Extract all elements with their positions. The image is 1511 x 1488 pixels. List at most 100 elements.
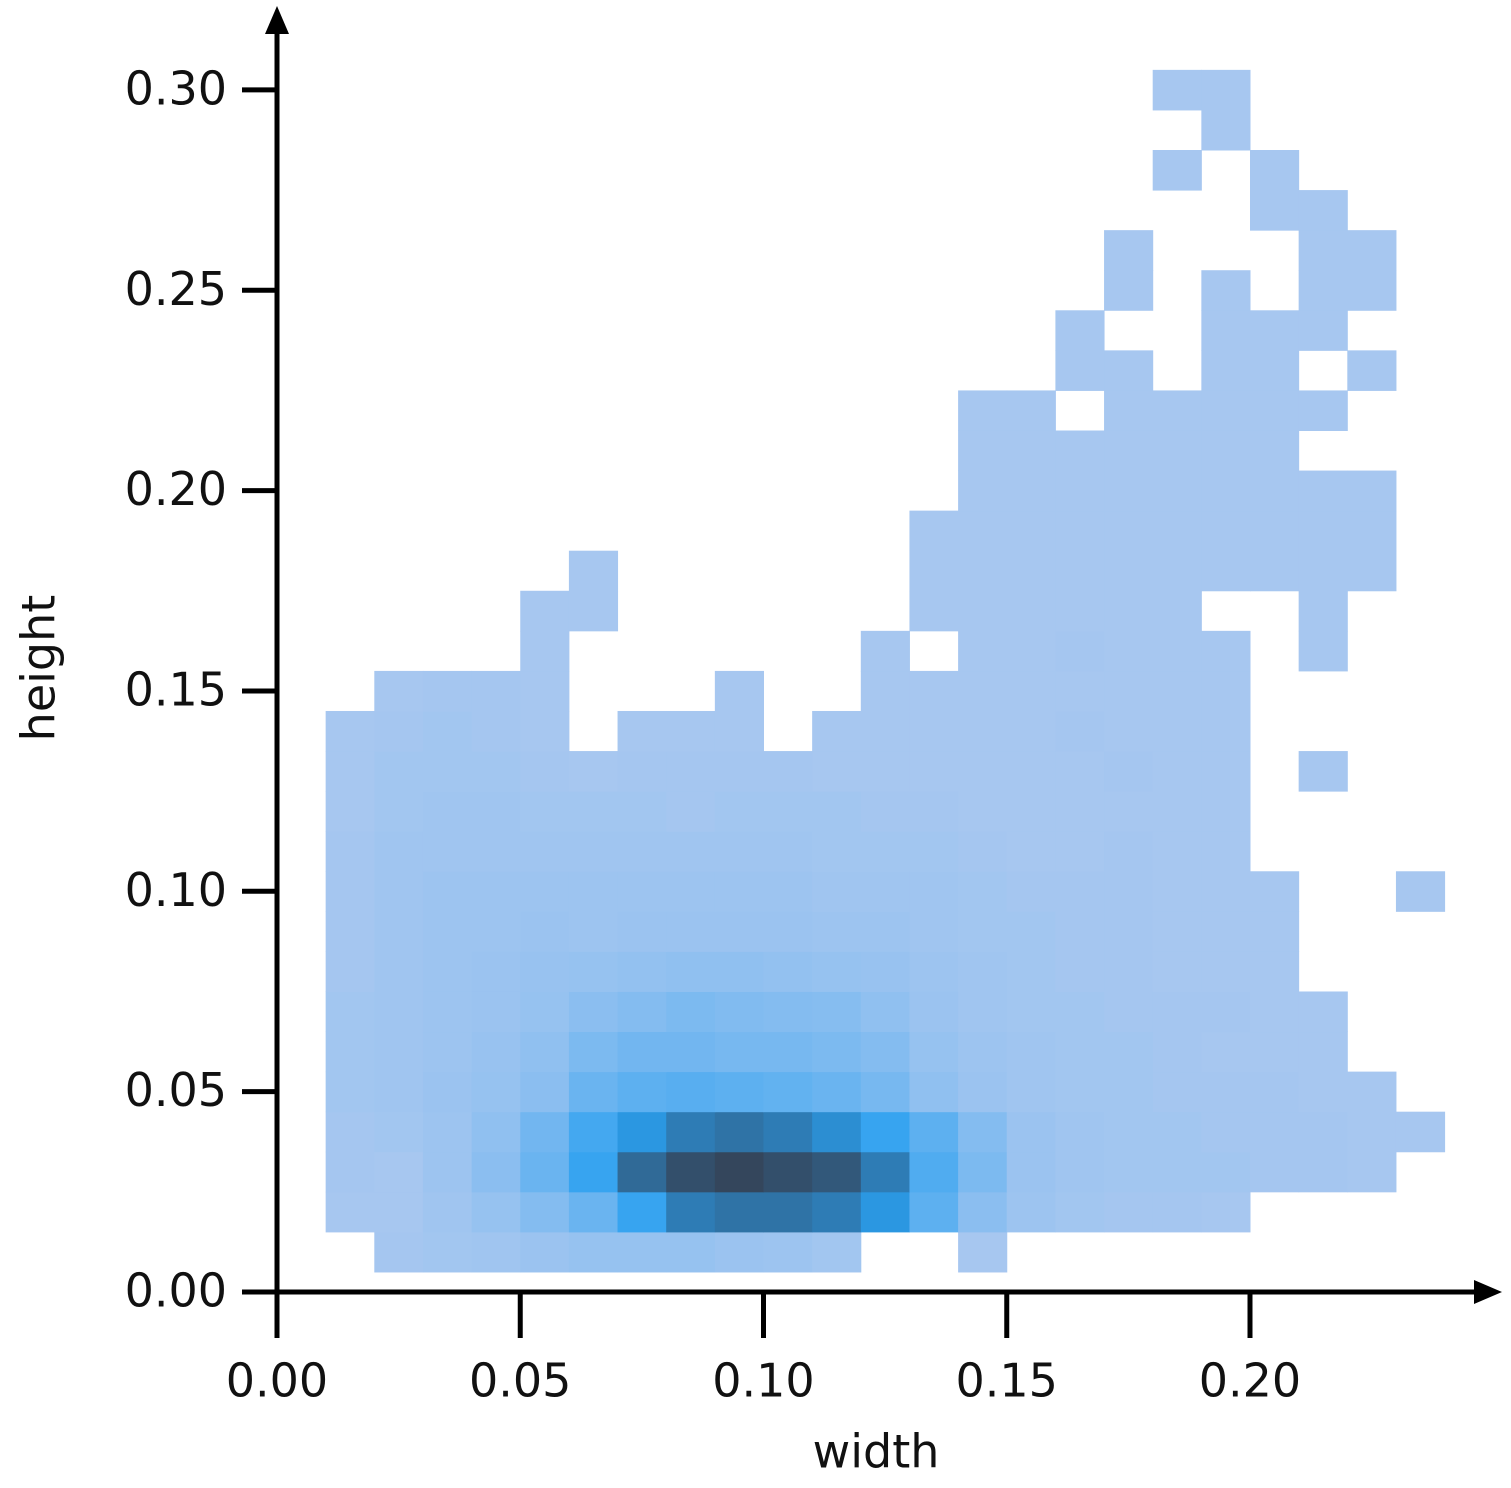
cell xyxy=(1104,991,1154,1033)
cell xyxy=(909,670,959,712)
cell xyxy=(520,511,569,552)
cell xyxy=(1104,390,1154,431)
cell xyxy=(520,791,570,832)
cell xyxy=(325,791,375,832)
cell xyxy=(1298,1031,1348,1073)
cell xyxy=(325,1071,375,1113)
cell xyxy=(1201,1071,1251,1113)
y-tick-label: 0.30 xyxy=(125,61,227,115)
cell xyxy=(861,310,910,351)
cell xyxy=(666,791,716,832)
cell xyxy=(909,70,958,111)
cell xyxy=(1152,911,1202,952)
cell xyxy=(1298,390,1348,431)
cell xyxy=(763,1071,813,1113)
cell xyxy=(569,430,618,471)
cell xyxy=(1055,670,1105,712)
cell xyxy=(1152,430,1202,472)
cell xyxy=(715,551,764,592)
x-tick-label: 0.10 xyxy=(712,1354,814,1408)
cell xyxy=(617,1231,667,1273)
cell xyxy=(1396,911,1445,952)
cell xyxy=(1250,390,1300,431)
cell xyxy=(471,911,521,952)
cell xyxy=(861,110,910,151)
cell xyxy=(569,471,618,512)
cell xyxy=(374,270,423,311)
cell xyxy=(1153,1232,1202,1273)
cell xyxy=(1299,110,1348,151)
cell xyxy=(861,230,910,271)
cell xyxy=(666,471,715,512)
cell xyxy=(1104,230,1154,271)
cell xyxy=(1055,190,1104,231)
cell xyxy=(1006,1071,1056,1113)
cell xyxy=(423,430,472,471)
cell xyxy=(1299,951,1348,992)
cell xyxy=(714,911,764,952)
cell xyxy=(812,430,861,471)
cell xyxy=(325,911,375,952)
cell xyxy=(1152,390,1202,431)
cell xyxy=(666,551,715,592)
cell xyxy=(1007,270,1056,311)
cell xyxy=(1104,951,1154,992)
cell xyxy=(666,70,715,111)
cell xyxy=(520,590,570,632)
cell xyxy=(1250,430,1300,472)
cell xyxy=(422,751,473,792)
cell xyxy=(520,190,569,231)
cell xyxy=(861,1232,910,1273)
cell xyxy=(1201,270,1251,311)
cell xyxy=(909,710,959,752)
cell xyxy=(1250,230,1299,271)
cell xyxy=(374,791,424,832)
cell xyxy=(1396,390,1445,431)
cell xyxy=(1152,831,1202,872)
cell xyxy=(1055,1232,1104,1273)
cell xyxy=(1007,1232,1056,1273)
cell xyxy=(326,70,375,111)
cell xyxy=(472,230,521,271)
cell xyxy=(1152,951,1202,992)
cell xyxy=(958,791,1008,832)
cell xyxy=(617,911,667,952)
cell xyxy=(520,911,570,952)
cell xyxy=(1347,991,1396,1032)
cell xyxy=(1250,510,1300,552)
cell xyxy=(1006,991,1056,1033)
cell xyxy=(715,230,764,271)
cell xyxy=(1201,310,1251,351)
cell xyxy=(1201,109,1251,151)
cell xyxy=(374,911,424,952)
cell xyxy=(1055,270,1104,311)
cell xyxy=(1055,791,1105,832)
cell xyxy=(958,1231,1008,1273)
cell xyxy=(1104,150,1153,191)
cell xyxy=(764,230,813,271)
cell xyxy=(1104,1191,1154,1233)
cell xyxy=(374,991,424,1033)
cell xyxy=(1347,671,1396,712)
x-axis-arrow xyxy=(1474,1280,1502,1304)
y-tick-label: 0.25 xyxy=(125,262,227,316)
cell xyxy=(1347,230,1397,271)
cell xyxy=(520,310,569,351)
cell xyxy=(812,70,861,111)
cell xyxy=(909,1111,959,1153)
cell xyxy=(472,631,521,672)
cell xyxy=(1055,430,1105,472)
cell xyxy=(1152,150,1202,191)
cell xyxy=(714,791,764,832)
cell xyxy=(861,551,910,592)
cell xyxy=(374,390,423,431)
cell xyxy=(1347,550,1397,592)
cell xyxy=(1201,630,1251,672)
cell xyxy=(812,791,862,832)
cell xyxy=(1055,70,1104,111)
cell xyxy=(422,791,473,832)
cell xyxy=(325,710,375,752)
cell xyxy=(1395,1111,1446,1153)
cell xyxy=(812,831,862,872)
